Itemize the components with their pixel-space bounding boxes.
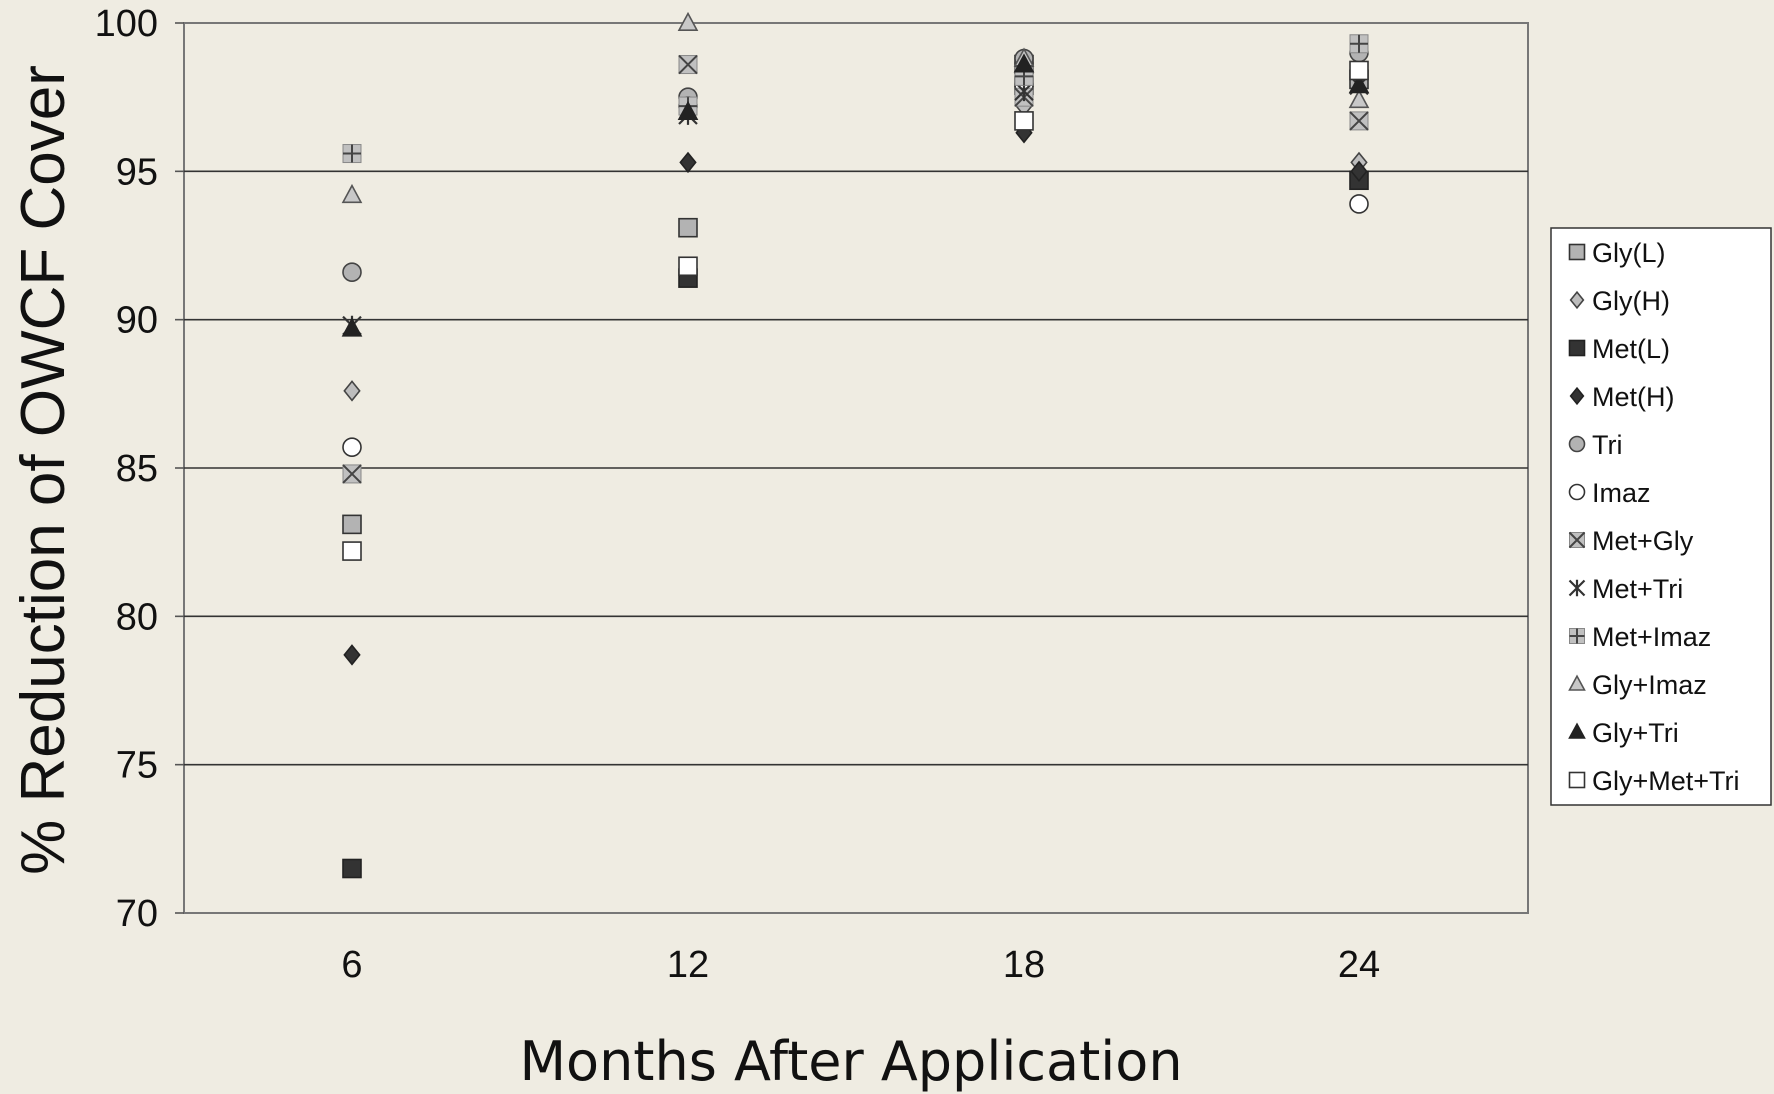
x-tick-label: 18 [1003,944,1045,986]
series-gly-tri [341,53,1370,337]
legend-label: Gly+Met+Tri [1592,766,1740,796]
y-tick-label: 80 [116,596,158,638]
legend-marker [1568,435,1586,453]
legend-label: Gly+Imaz [1592,670,1707,700]
legend-item: Met+Gly [1568,526,1694,556]
data-point [1348,89,1370,109]
legend-marker [1569,290,1585,310]
data-point [342,464,362,484]
legend-label: Met(L) [1592,334,1670,364]
data-point [1013,53,1035,73]
x-tick-label: 12 [667,944,709,986]
legend-marker [1568,674,1586,691]
data-point [1349,194,1369,214]
legend-marker [1568,579,1586,597]
series-gly-met-tri [342,60,1369,561]
data-point [341,183,363,204]
data-point [1014,111,1034,131]
legend-item: Gly(L) [1568,238,1666,268]
legend-box [1550,227,1772,806]
legend-item: Imaz [1568,478,1651,508]
data-point [679,151,697,174]
data-point [342,541,362,561]
data-point [1348,74,1370,94]
data-point [343,644,361,666]
legend-label: Met(H) [1592,382,1675,412]
legend-label: Met+Imaz [1592,622,1711,652]
data-point [678,54,698,75]
y-tick-label: 75 [116,745,158,787]
legend-marker [1568,722,1586,739]
y-axis-title: % Reduction of OWCF Cover [9,65,78,875]
legend-item: Met(H) [1569,382,1675,412]
data-point [1349,60,1369,81]
data-point [1350,160,1368,183]
data-point [342,437,362,458]
legend-item: Tri [1568,430,1622,460]
legend-marker [1569,386,1585,406]
legend-marker [1568,339,1586,357]
x-axis-ticks: 6 12 18 24 [341,944,1380,986]
legend-label: Imaz [1592,478,1651,508]
data-point [677,100,699,120]
legend-marker [1568,483,1586,501]
data-point [1349,34,1369,54]
legend-item: Met+Imaz [1569,622,1711,652]
data-points [341,11,1370,879]
data-point [341,317,363,337]
data-point [342,514,362,535]
legend-item: Gly(H) [1569,286,1670,316]
data-point [342,144,362,164]
legend-marker [1568,771,1586,789]
legend-item: Met(L) [1568,334,1670,364]
legend-item: Met+Tri [1568,574,1683,604]
legend-item: Gly+Met+Tri [1568,766,1740,796]
legend-label: Met+Gly [1592,526,1694,556]
x-axis-title: Months After Application [519,1030,1182,1093]
legend-item: Gly+Imaz [1568,670,1707,700]
data-point [343,380,361,402]
x-tick-label: 24 [1338,944,1380,986]
data-point [678,217,698,238]
data-point [677,11,699,32]
x-tick-label: 6 [341,944,362,986]
y-tick-label: 70 [116,893,158,935]
gridlines [184,170,1528,766]
legend-label: Tri [1592,430,1622,460]
legend-item: Gly+Tri [1568,718,1679,748]
legend-label: Met+Tri [1592,574,1683,604]
y-tick-label: 90 [116,300,158,342]
legend-label: Gly+Tri [1592,718,1679,748]
data-point [678,256,698,277]
legend-label: Gly(H) [1592,286,1670,316]
data-point [1349,111,1369,131]
legend-marker [1568,243,1586,261]
legend: Gly(L) Gly(H) Met(L) Met(H) Tri Imaz Met+Gly Me… [1550,227,1772,806]
legend-label: Gly(L) [1592,238,1666,268]
legend-marker [1568,531,1586,549]
data-point [342,858,362,879]
y-axis-ticks: 70 75 80 85 90 95 100 [95,3,184,935]
y-tick-label: 100 [95,3,158,45]
data-point [342,262,362,283]
y-tick-label: 95 [116,151,158,193]
y-tick-label: 85 [116,448,158,490]
legend-marker [1569,628,1585,644]
